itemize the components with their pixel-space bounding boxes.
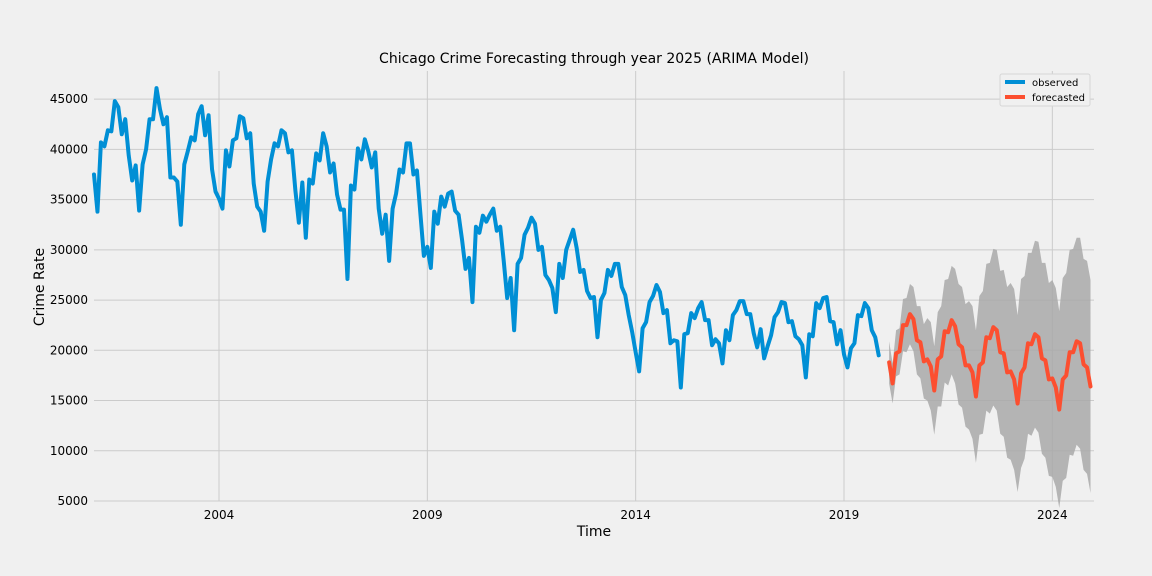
y-tick-label: 35000	[50, 193, 88, 207]
x-tick-label: 2009	[412, 508, 443, 522]
legend-label-observed: observed	[1032, 78, 1078, 89]
y-tick-label: 20000	[50, 343, 88, 357]
y-tick-label: 10000	[50, 444, 88, 458]
legend-label-forecasted: forecasted	[1032, 93, 1085, 104]
x-axis-label: Time	[576, 524, 611, 540]
y-tick-label: 5000	[57, 494, 88, 508]
y-tick-label: 45000	[50, 92, 88, 106]
plot-background	[94, 71, 1094, 501]
observed-series-line	[92, 86, 881, 390]
legend: observed forecasted	[999, 73, 1091, 107]
chart-title: Chicago Crime Forecasting through year 2…	[379, 51, 809, 67]
y-axis-label: Crime Rate	[32, 248, 48, 326]
y-tick-label: 15000	[50, 394, 88, 408]
x-tick-label: 2024	[1037, 508, 1068, 522]
forecasted-series-line	[887, 312, 1093, 412]
y-tick-label: 40000	[50, 142, 88, 156]
confidence-band-layer	[889, 237, 1091, 509]
grid-lines	[94, 71, 1094, 502]
x-tick-label: 2004	[204, 508, 235, 522]
x-tick-label: 2019	[829, 508, 860, 522]
y-tick-label: 30000	[50, 243, 88, 257]
tick-labels: 5000 10000 15000 20000 25000 30000 35000 40000 4…	[50, 92, 1068, 522]
series-layer	[92, 86, 1093, 412]
x-tick-label: 2014	[620, 508, 651, 522]
y-tick-label: 25000	[50, 293, 88, 307]
confidence-interval-band	[889, 237, 1091, 509]
